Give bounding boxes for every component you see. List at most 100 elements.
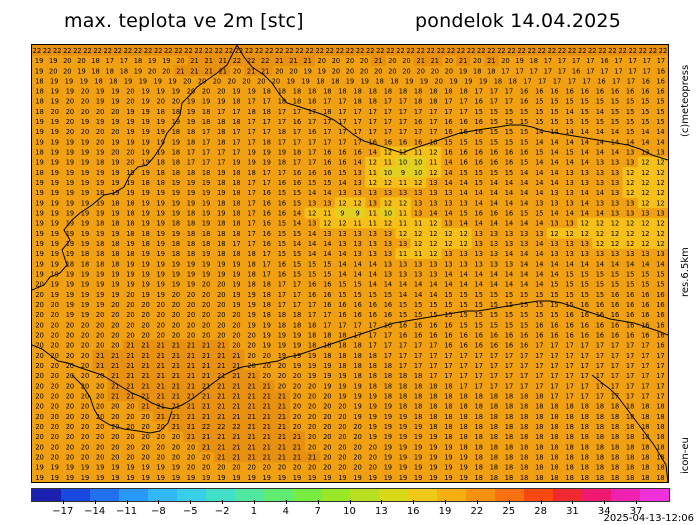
temperature-value: 12 <box>429 250 437 258</box>
temperature-value: 11 <box>414 250 422 258</box>
temperature-value: 19 <box>35 118 43 126</box>
temperature-value: 18 <box>187 138 195 146</box>
temperature-value: 22 <box>376 47 384 55</box>
temperature-value: 14 <box>369 260 377 268</box>
temperature-value: 15 <box>565 98 573 106</box>
temperature-value: 19 <box>81 179 89 187</box>
temperature-value: 14 <box>475 271 483 279</box>
temperature-value: 19 <box>35 189 43 197</box>
temperature-cell <box>215 55 231 66</box>
temperature-value: 18 <box>565 413 573 421</box>
temperature-value: 20 <box>338 433 346 441</box>
temperature-value: 15 <box>490 118 498 126</box>
temperature-cell <box>371 55 386 66</box>
temperature-cell <box>153 370 169 381</box>
temperature-value: 15 <box>550 301 558 309</box>
temperature-value: 18 <box>581 474 589 482</box>
temperature-value: 20 <box>323 453 331 461</box>
temperature-value: 19 <box>111 179 119 187</box>
temperature-value: 15 <box>323 179 331 187</box>
temperature-value: 22 <box>467 47 475 55</box>
temperature-value: 19 <box>126 128 134 136</box>
temperature-value: 17 <box>369 342 377 350</box>
temperature-value: 17 <box>323 128 331 136</box>
temperature-cell <box>228 431 245 442</box>
temperature-value: 18 <box>111 240 119 248</box>
temperature-value: 20 <box>187 453 195 461</box>
temperature-value: 12 <box>596 240 604 248</box>
temperature-cell <box>198 390 215 402</box>
temperature-value: 13 <box>641 250 649 258</box>
temperature-value: 12 <box>429 240 437 248</box>
temperature-cell <box>201 55 217 66</box>
temperature-value: 19 <box>157 260 165 268</box>
temperature-value: 19 <box>96 118 104 126</box>
temperature-value: 15 <box>520 138 528 146</box>
temperature-cell <box>425 227 442 239</box>
temperature-value: 12 <box>641 230 649 238</box>
temperature-cell <box>168 339 184 351</box>
temperature-value: 15 <box>293 199 301 207</box>
temperature-value: 14 <box>535 240 543 248</box>
temperature-value: 14 <box>581 189 589 197</box>
temperature-value: 15 <box>308 260 316 268</box>
temperature-value: 17 <box>535 372 543 380</box>
temperature-value: 15 <box>293 189 301 197</box>
temperature-value: 13 <box>444 220 452 228</box>
temperature-value: 19 <box>66 149 74 157</box>
temperature-value: 22 <box>487 47 495 55</box>
temperature-value: 19 <box>303 67 311 75</box>
temperature-value: 20 <box>217 464 225 472</box>
temperature-value: 19 <box>202 250 210 258</box>
temperature-value: 16 <box>572 67 580 75</box>
temperature-value: 18 <box>217 118 225 126</box>
temperature-value: 18 <box>641 464 649 472</box>
temperature-cell <box>213 451 230 463</box>
temperature-value: 13 <box>550 199 558 207</box>
temperature-value: 14 <box>535 189 543 197</box>
temperature-value: 14 <box>626 138 634 146</box>
temperature-value: 18 <box>611 443 619 451</box>
temperature-value: 12 <box>656 159 664 167</box>
temperature-value: 19 <box>429 443 437 451</box>
temperature-cell <box>107 349 124 361</box>
temperature-value: 19 <box>66 464 74 472</box>
temperature-value: 12 <box>626 189 634 197</box>
temperature-value: 18 <box>530 57 538 65</box>
temperature-value: 13 <box>475 260 483 268</box>
temperature-value: 20 <box>141 332 149 340</box>
temperature-value: 18 <box>369 382 377 390</box>
temperature-value: 20 <box>338 464 346 472</box>
temperature-cell <box>557 45 568 56</box>
temperature-map[interactable]: 22 22 22 22 22 22 22 22 22 22 22 22 22 22 22 22 22 22 22 22… <box>31 44 669 483</box>
temperature-value: 18 <box>35 98 43 106</box>
temperature-value: 21 <box>187 423 195 431</box>
temperature-cell <box>153 45 164 56</box>
temperature-value: 19 <box>157 210 165 218</box>
temperature-value: 20 <box>96 372 104 380</box>
temperature-value: 20 <box>81 393 89 401</box>
temperature-value: 18 <box>581 464 589 472</box>
temperature-value: 20 <box>81 443 89 451</box>
temperature-value: 15 <box>475 169 483 177</box>
temperature-value: 20 <box>35 321 43 329</box>
temperature-value: 22 <box>194 47 202 55</box>
temperature-value: 18 <box>126 250 134 258</box>
temperature-value: 13 <box>641 149 649 157</box>
temperature-value: 18 <box>278 311 286 319</box>
temperature-value: 19 <box>81 464 89 472</box>
temperature-value: 18 <box>399 403 407 411</box>
temperature-value: 17 <box>263 118 271 126</box>
temperature-value: 19 <box>111 88 119 96</box>
temperature-value: 12 <box>399 230 407 238</box>
temperature-value: 20 <box>445 67 453 75</box>
temperature-value: 20 <box>232 332 240 340</box>
temperature-value: 17 <box>565 342 573 350</box>
temperature-value: 13 <box>596 159 604 167</box>
temperature-value: 20 <box>308 464 316 472</box>
temperature-value: 19 <box>318 67 326 75</box>
temperature-value: 18 <box>490 464 498 472</box>
temperature-value: 17 <box>611 352 619 360</box>
temperature-value: 14 <box>550 169 558 177</box>
temperature-value: 22 <box>336 47 344 55</box>
